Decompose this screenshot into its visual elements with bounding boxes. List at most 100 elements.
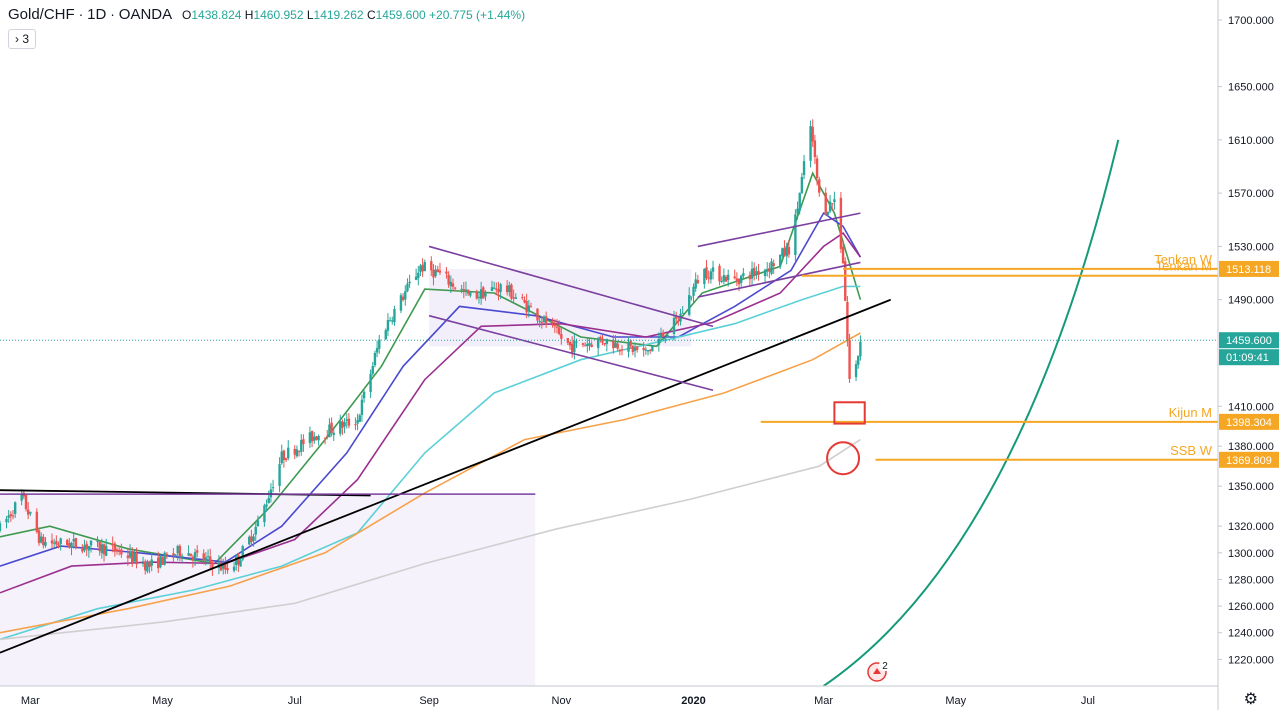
candle-body	[297, 451, 301, 453]
level-price-tag-bg	[1219, 451, 1279, 468]
source-label: OANDA	[118, 6, 173, 23]
price-tick-label: 1300.000	[1228, 548, 1274, 560]
candle-body	[189, 553, 192, 557]
candle-body	[332, 432, 335, 435]
symbol-name[interactable]: Gold/CHF	[8, 6, 75, 23]
candle-body	[748, 274, 752, 280]
candle-body	[44, 541, 47, 546]
candle-body	[831, 203, 834, 205]
candle-body	[841, 246, 845, 264]
price-tick-label: 1240.000	[1228, 628, 1274, 640]
candle-body	[141, 562, 145, 564]
candle-body	[477, 296, 481, 298]
candle-body	[222, 563, 225, 569]
candle-body	[692, 286, 695, 296]
countdown-tag-bg	[1219, 349, 1279, 366]
candle-body	[193, 552, 197, 560]
candle-body	[393, 309, 396, 323]
candle-body	[505, 285, 509, 293]
indicators-toggle-button[interactable]: › 3	[8, 29, 37, 49]
candle-body	[343, 422, 346, 427]
candle-body	[72, 539, 75, 542]
candle-body	[635, 346, 639, 350]
candle-body	[495, 288, 498, 290]
candle-body	[9, 514, 13, 517]
candle-body	[265, 504, 268, 507]
candle-body	[542, 316, 546, 322]
candle-body	[98, 541, 101, 552]
candle-body	[438, 270, 442, 273]
range-box	[0, 494, 536, 686]
candle-body	[844, 261, 847, 301]
candle-body	[854, 364, 858, 378]
candle-body	[601, 338, 604, 343]
candle-body	[709, 271, 713, 280]
candle-body	[492, 287, 496, 289]
candle-body	[828, 201, 832, 212]
level-label: SSB W	[1170, 443, 1213, 458]
candle-body	[284, 458, 288, 460]
gear-icon[interactable]: ⚙	[1243, 691, 1258, 708]
candle-body	[798, 192, 801, 211]
candle-body	[815, 158, 819, 179]
candle-body	[482, 287, 485, 299]
candle-body	[248, 536, 251, 545]
candle-body	[612, 340, 615, 349]
events-badge-icon[interactable]: 2	[866, 660, 892, 682]
candle-body	[148, 561, 151, 568]
candle-body	[568, 341, 572, 346]
candle-body	[256, 520, 260, 527]
candle-body	[373, 353, 377, 366]
candle-body	[128, 551, 132, 558]
candle-body	[104, 545, 108, 556]
last-price-tag: 1459.600	[1226, 335, 1272, 347]
low-label: L	[306, 8, 314, 22]
candle-body	[460, 288, 463, 290]
price-tick-label: 1220.000	[1228, 654, 1274, 666]
candle-body	[464, 289, 468, 291]
candle-body	[5, 518, 8, 523]
moving-average-line	[0, 285, 861, 641]
candle-body	[605, 338, 609, 344]
drawn-line-ch-upper	[428, 245, 714, 328]
candle-body	[287, 447, 290, 459]
price-tick-label: 1380.000	[1228, 441, 1274, 453]
price-tick-label: 1570.000	[1228, 188, 1274, 200]
candle-body	[235, 556, 238, 566]
candle-body	[772, 263, 775, 267]
candle-body	[540, 321, 544, 323]
candle-body	[113, 543, 117, 551]
candle-body	[315, 436, 318, 440]
candle-body	[726, 274, 730, 280]
high-value: 1460.952	[253, 8, 304, 22]
candle-body	[848, 340, 851, 379]
candle-body	[237, 555, 240, 565]
candle-body	[447, 274, 450, 285]
marker-rectangle	[833, 401, 866, 425]
candle-body	[241, 546, 244, 560]
candle-body	[356, 420, 359, 424]
candle-body	[96, 540, 99, 542]
level-price-tag-bg	[1219, 260, 1279, 277]
price-tick-label: 1350.000	[1228, 481, 1274, 493]
price-tick-label: 1610.000	[1228, 135, 1274, 147]
candle-body	[401, 296, 405, 300]
candle-body	[646, 349, 650, 352]
candle-body	[690, 296, 693, 298]
candle-body	[180, 555, 184, 558]
level-label: Tenkan M	[1156, 259, 1212, 274]
interval-label[interactable]: 1D	[87, 6, 107, 23]
candle-body	[406, 283, 409, 292]
candle-body	[735, 278, 739, 281]
candle-body	[674, 316, 678, 319]
candle-body	[219, 563, 223, 571]
candle-body	[696, 280, 700, 284]
candle-body	[417, 272, 420, 279]
price-tick-label: 1650.000	[1228, 82, 1274, 94]
candle-body	[293, 448, 296, 455]
candle-body	[779, 254, 782, 266]
candle-body	[627, 342, 630, 352]
candle-body	[573, 340, 576, 353]
candle-body	[687, 295, 691, 315]
